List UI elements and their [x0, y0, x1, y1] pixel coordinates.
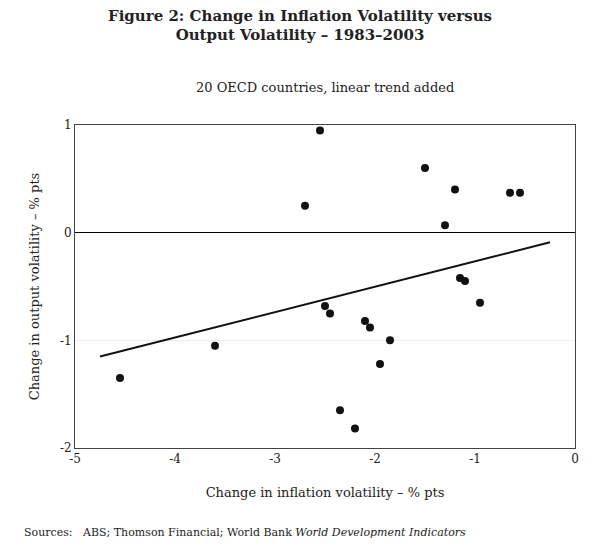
- svg-text:-5: -5: [69, 452, 81, 466]
- svg-text:-1: -1: [469, 452, 481, 466]
- svg-text:1: 1: [64, 118, 72, 132]
- svg-text:Change in inflation volatility: Change in inflation volatility – % pts: [206, 485, 445, 500]
- svg-text:-3: -3: [269, 452, 281, 466]
- svg-text:-2: -2: [369, 452, 381, 466]
- svg-text:-2: -2: [60, 441, 72, 455]
- svg-text:0: 0: [571, 452, 579, 466]
- svg-text:Change in output volatility –: Change in output volatility – % pts: [27, 173, 42, 401]
- svg-text:20 OECD countries, linear tren: 20 OECD countries, linear trend added: [196, 80, 454, 95]
- svg-text:-1: -1: [60, 334, 72, 348]
- svg-text:0: 0: [64, 226, 72, 240]
- svg-text:Sources: ABS; Thomson Financ: Sources: ABS; Thomson Financial; World B…: [24, 526, 466, 539]
- svg-text:Figure 2: Change in Inflation: Figure 2: Change in Inflation Volatility…: [108, 7, 492, 45]
- svg-text:-4: -4: [169, 452, 181, 466]
